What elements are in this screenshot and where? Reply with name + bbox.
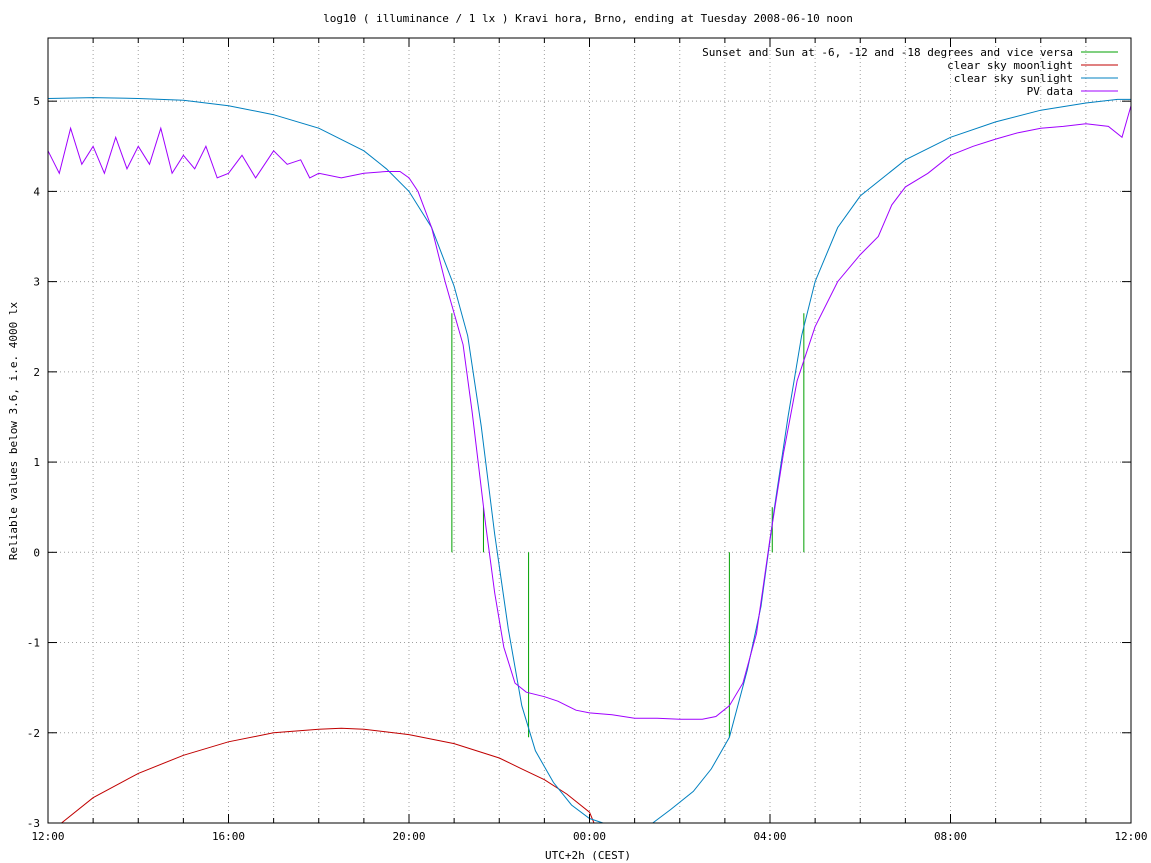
x-axis-label: UTC+2h (CEST) bbox=[545, 849, 631, 862]
y-tick-label: -1 bbox=[27, 637, 40, 650]
legend: Sunset and Sun at -6, -12 and -18 degree… bbox=[702, 46, 1118, 98]
legend-label: clear sky sunlight bbox=[954, 72, 1073, 85]
series-sunset-and-sun-at-6-12-and-18-degrees-and-vice-versa bbox=[451, 313, 805, 738]
series-clear-sky-sunlight-line bbox=[48, 97, 1131, 823]
series-pv-data-line bbox=[48, 105, 1131, 720]
y-tick-label: 0 bbox=[33, 546, 40, 559]
y-tick-label: 1 bbox=[33, 456, 40, 469]
x-tick-label: 16:00 bbox=[212, 830, 245, 843]
legend-label: clear sky moonlight bbox=[947, 59, 1073, 72]
chart-title: log10 ( illuminance / 1 lx ) Kravi hora,… bbox=[323, 12, 853, 25]
y-tick-label: -2 bbox=[27, 727, 40, 740]
y-tick-label: 4 bbox=[33, 185, 40, 198]
y-axis-label: Reliable values below 3.6, i.e. 4000 lx bbox=[7, 301, 20, 560]
x-tick-label: 12:00 bbox=[1114, 830, 1147, 843]
axis-ticks bbox=[47, 38, 1132, 824]
plot-area bbox=[48, 97, 1131, 823]
x-tick-label: 12:00 bbox=[31, 830, 64, 843]
x-tick-label: 00:00 bbox=[573, 830, 606, 843]
x-tick-label: 04:00 bbox=[753, 830, 786, 843]
legend-label: Sunset and Sun at -6, -12 and -18 degree… bbox=[702, 46, 1073, 59]
tick-labels: 12:00 16:00 20:00 00:00 04:00 08:00 12:00-3-2-… bbox=[27, 95, 1148, 843]
series-clear-sky-moonlight-line bbox=[61, 727, 595, 823]
legend-label: PV data bbox=[1027, 85, 1073, 98]
grid bbox=[48, 38, 1131, 823]
x-tick-label: 20:00 bbox=[392, 830, 425, 843]
y-tick-label: 2 bbox=[33, 366, 40, 379]
y-tick-label: 3 bbox=[33, 276, 40, 289]
y-tick-label: -3 bbox=[27, 817, 40, 830]
x-tick-label: 08:00 bbox=[934, 830, 967, 843]
y-tick-label: 5 bbox=[33, 95, 40, 108]
